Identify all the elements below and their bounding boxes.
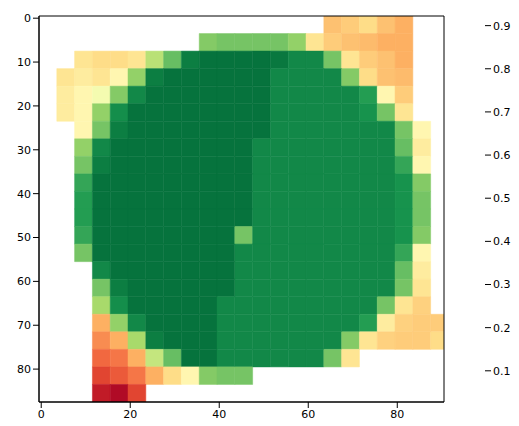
- svg-text:0.2: 0.2: [493, 322, 511, 335]
- svg-text:0.7: 0.7: [493, 106, 511, 119]
- svg-text:40: 40: [212, 408, 226, 421]
- svg-text:20: 20: [17, 100, 31, 113]
- svg-text:0.8: 0.8: [493, 63, 511, 76]
- svg-text:50: 50: [17, 231, 31, 244]
- svg-text:0.4: 0.4: [493, 235, 511, 248]
- svg-text:70: 70: [17, 319, 31, 332]
- svg-text:60: 60: [17, 275, 31, 288]
- svg-text:0.3: 0.3: [493, 278, 511, 291]
- svg-text:20: 20: [123, 408, 137, 421]
- svg-text:0.9: 0.9: [493, 20, 511, 33]
- svg-text:0.1: 0.1: [493, 365, 511, 378]
- svg-text:0: 0: [24, 12, 31, 25]
- svg-text:0.6: 0.6: [493, 149, 511, 162]
- svg-text:80: 80: [17, 363, 31, 376]
- svg-text:60: 60: [301, 408, 315, 421]
- svg-text:0: 0: [38, 408, 45, 421]
- svg-text:80: 80: [390, 408, 404, 421]
- svg-text:0.5: 0.5: [493, 192, 511, 205]
- svg-text:30: 30: [17, 144, 31, 157]
- svg-text:10: 10: [17, 56, 31, 69]
- svg-text:40: 40: [17, 188, 31, 201]
